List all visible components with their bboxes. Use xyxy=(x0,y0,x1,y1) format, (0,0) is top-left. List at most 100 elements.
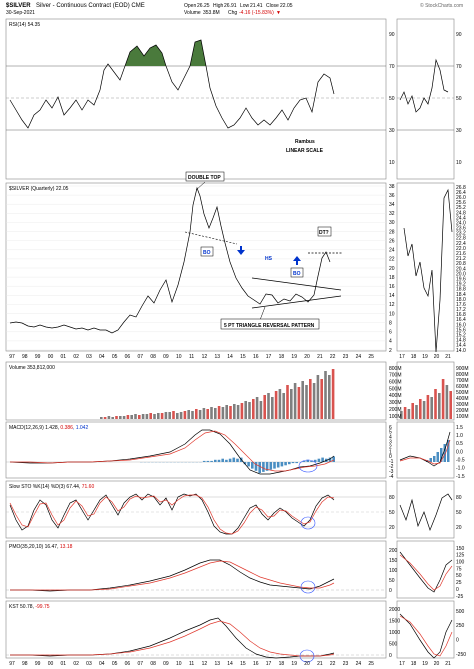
price-mini-tick: 20.0 xyxy=(456,271,466,277)
symbol: $SILVER xyxy=(6,3,31,9)
volume-bar xyxy=(274,391,278,419)
macd-mini-histogram-bar xyxy=(443,444,446,462)
bo1-annotation: BO xyxy=(203,250,211,256)
volume-tick: 100M xyxy=(389,414,402,420)
x-axis-label: 25 xyxy=(368,354,374,360)
x-axis-bottom-label: 16 xyxy=(253,661,259,667)
macd-label: MACD(12,26,9) 1.428, 0.386, 1.042 xyxy=(9,425,88,431)
change-label: Chg xyxy=(228,10,237,16)
volume-label: Volume xyxy=(184,10,201,16)
sto-tick: 50 xyxy=(389,510,395,516)
volume-bar xyxy=(107,416,111,419)
volume-bar xyxy=(126,415,130,419)
kst-tick: 500 xyxy=(389,641,398,647)
macd-histogram-bar xyxy=(228,458,232,462)
volume-bar xyxy=(164,412,168,419)
x-axis-bottom-label: 21 xyxy=(317,661,323,667)
x-axis-bottom-label: 00 xyxy=(48,661,54,667)
pmo-tick: 150 xyxy=(389,558,398,564)
macd-mini-tick: -1.0 xyxy=(456,466,465,472)
rsi-tick: 30 xyxy=(389,128,395,134)
macd-histogram-bar xyxy=(273,462,276,469)
price-mini-tick: 16.0 xyxy=(456,322,466,328)
macd-tick: 0 xyxy=(389,454,392,460)
x-axis-mini-label: 17 xyxy=(399,354,405,360)
pmo-mini-tick: 150 xyxy=(456,546,465,552)
volume-bar xyxy=(263,395,266,419)
volume-bars xyxy=(100,369,335,419)
price-mini-tick: 24.4 xyxy=(456,215,466,221)
macd-histogram-bar xyxy=(280,462,284,467)
macd-histogram-bar xyxy=(225,459,228,462)
volume-bar xyxy=(225,405,228,419)
macd-mini-histogram-bar xyxy=(440,448,443,462)
dt-box xyxy=(317,226,332,237)
x-axis-bottom-label: 15 xyxy=(240,661,246,667)
volume-bar xyxy=(195,409,198,419)
x-axis-bottom-label: 19 xyxy=(291,661,297,667)
volume-mini-bar xyxy=(411,403,414,419)
x-axis-label: 00 xyxy=(48,354,54,360)
macd-mini-signal xyxy=(399,439,451,465)
price-mini-tick: 24.0 xyxy=(456,220,466,226)
pmo-mini-tick: 50 xyxy=(456,573,462,579)
rsi-tick: 10 xyxy=(389,160,395,166)
volume-bar xyxy=(316,375,320,419)
macd-histogram-bar xyxy=(321,457,324,462)
macd-histogram-bar xyxy=(258,462,261,473)
low-label: Low xyxy=(240,3,250,9)
macd-histogram-bar xyxy=(254,462,258,471)
price-tick: 8 xyxy=(389,320,392,326)
kst-axis: 2000 1500 1000 500 0 500 250 0 -250 xyxy=(389,607,466,659)
stockcharts-credit: © StockCharts.com xyxy=(420,2,463,9)
volume-bar xyxy=(271,397,274,419)
pattern-pointer xyxy=(259,306,266,321)
volume-value: 353.8M xyxy=(203,10,220,16)
x-axis-label: 05 xyxy=(112,354,118,360)
open-value: 26.25 xyxy=(197,3,210,9)
volume-mini-tick: 300M xyxy=(456,402,469,408)
x-axis-bottom-mini-label: 17 xyxy=(399,661,405,667)
pmo-panel: PMO(35,20,10) 16.47, 13.18 200 150 100 50 0 1… xyxy=(5,540,465,600)
sto-mini-tick: 80 xyxy=(456,495,462,501)
rsi-mini-tick: 50 xyxy=(456,96,462,102)
x-axis-bottom-label: 97 xyxy=(9,661,15,667)
x-axis-bottom-label: 22 xyxy=(330,661,336,667)
x-axis-bottom-label: 23 xyxy=(343,661,349,667)
macd-histogram-bar xyxy=(206,460,210,462)
x-axis-bottom-mini-label: 21 xyxy=(445,661,451,667)
x-axis-label: 14 xyxy=(227,354,233,360)
price-mini-tick: 19.2 xyxy=(456,282,466,288)
rsi-tick: 70 xyxy=(389,64,395,70)
price-tick: 38 xyxy=(389,184,395,190)
price-panel-frame xyxy=(5,182,387,352)
pmo-mini-signal xyxy=(399,554,453,591)
pmo-tick: 200 xyxy=(389,548,398,554)
kst-tick: 0 xyxy=(389,653,392,659)
price-mini-tick: 18.8 xyxy=(456,287,466,293)
volume-bar xyxy=(259,401,263,419)
x-axis-label: 15 xyxy=(240,354,246,360)
x-axis-label: 13 xyxy=(214,354,220,360)
price-mini-tick: 17.6 xyxy=(456,302,466,308)
close-value: 22.05 xyxy=(280,3,293,9)
sto-d-line xyxy=(9,494,335,535)
rsi-mini-tick: 70 xyxy=(456,64,462,70)
x-axis: 97 98 99 00 01 02 03 04 05 06 07 08 09 10 11 12 13 14 15 16… xyxy=(9,354,451,360)
price-mini-tick: 24.8 xyxy=(456,210,466,216)
kst-mini-tick: -250 xyxy=(456,652,466,658)
price-tick: 20 xyxy=(389,266,395,272)
chart-date: 30-Sep-2021 xyxy=(6,10,35,16)
price-mini-tick: 23.6 xyxy=(456,226,466,232)
volume-mini-tick: 400M xyxy=(456,396,469,402)
macd-histogram-bar xyxy=(243,462,247,465)
price-mini-tick: 20.4 xyxy=(456,266,466,272)
macd-histogram-bar xyxy=(221,458,224,462)
x-axis-mini-label: 19 xyxy=(422,354,428,360)
price-tick: 14 xyxy=(389,293,395,299)
macd-mini-histogram-bar xyxy=(447,440,450,462)
volume-bar xyxy=(328,375,331,419)
volume-mini-bar xyxy=(415,405,418,419)
rsi-axis: 90 70 50 30 10 90 70 50 30 10 xyxy=(389,32,462,166)
volume-mini-bar xyxy=(407,409,411,419)
